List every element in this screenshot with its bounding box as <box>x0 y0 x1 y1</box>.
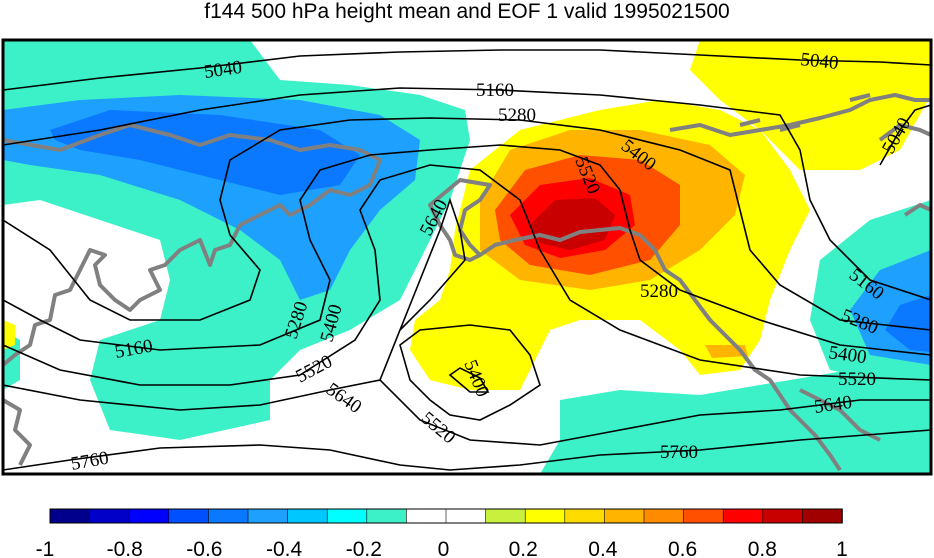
contour-label: 5520 <box>838 369 876 390</box>
map-plot: 5040 5040 5040 5160 5160 5160 5280 5280 … <box>1 38 933 476</box>
continent-outlines <box>3 93 931 472</box>
contour-5520-loop <box>399 324 541 421</box>
colorbar-swatch <box>445 508 487 524</box>
contour-5160 <box>3 87 931 301</box>
contour-5040 <box>3 49 931 91</box>
coastline-east3 <box>903 203 931 217</box>
coastline-east <box>669 93 931 137</box>
coastline-greenland <box>428 178 492 262</box>
colorbar-swatch <box>604 508 645 524</box>
colorbar-swatch <box>168 508 210 524</box>
colorbar-labels: -1 -0.8 -0.6 -0.4 -0.2 0 0.2 0.4 0.6 0.8 1 <box>36 538 848 558</box>
contour-5400-loop <box>448 367 490 393</box>
height-contours <box>3 49 931 471</box>
colorbar-tick-label: 1 <box>836 538 848 558</box>
colorbar-swatch <box>722 508 764 524</box>
colorbar-swatch <box>683 508 724 524</box>
shade-cyan-south <box>540 370 931 474</box>
contour-label: 5640 <box>813 392 854 418</box>
colorbar-swatch <box>247 508 289 524</box>
contour-label: 5400 <box>827 342 868 368</box>
colorbar-swatch <box>287 508 329 524</box>
map-frame <box>1 38 933 476</box>
colorbar-tick-label: 0.2 <box>509 538 538 558</box>
contour-label: 5160 <box>476 80 514 101</box>
colorbar-swatch <box>49 508 91 524</box>
colorbar-tick-label: 0 <box>438 538 450 558</box>
colorbar-tick-label: -0.2 <box>346 538 382 558</box>
contour-label: 5280 <box>640 281 678 302</box>
colorbar-swatch <box>564 508 606 524</box>
chart-title: f144 500 hPa height mean and EOF 1 valid… <box>204 0 730 23</box>
coastline-north-bits <box>739 93 871 132</box>
contour-5520 <box>3 164 931 386</box>
colorbar-swatch <box>208 508 249 524</box>
shade-yellow-left <box>3 320 15 350</box>
colorbar-swatch <box>643 508 685 524</box>
eof-shading <box>3 40 931 474</box>
colorbar-tick-label: -0.6 <box>186 538 222 558</box>
colorbar-tick-label: -0.4 <box>266 538 303 558</box>
contour-label: 5040 <box>799 49 839 74</box>
contour-5280 <box>3 117 931 331</box>
colorbar-swatch <box>366 508 408 524</box>
coastline-left-south <box>3 398 32 466</box>
coastline-europe <box>478 226 842 472</box>
colorbar-swatch <box>406 508 447 524</box>
coastline-east4 <box>799 388 881 442</box>
contour-label: 5280 <box>498 105 536 126</box>
contour-label: 5760 <box>660 442 698 463</box>
colorbar-swatch <box>128 508 170 524</box>
colorbar-swatch <box>524 508 566 524</box>
colorbar-tick-label: -1 <box>36 538 55 558</box>
colorbar-tick-label: -0.8 <box>107 538 143 558</box>
colorbar-tick-label: 0.6 <box>668 538 697 558</box>
contour-5640 <box>3 197 931 446</box>
shade-blue-east <box>885 295 931 352</box>
colorbar-frame <box>49 508 843 524</box>
contour-labels: 5040 5040 5040 5160 5160 5160 5280 5280 … <box>69 49 915 475</box>
colorbar-swatch <box>485 508 527 524</box>
contour-label: 5040 <box>203 57 244 83</box>
contour-5400 <box>3 144 931 356</box>
shade-yellow-ne <box>690 40 931 170</box>
colorbar-tick-label: 0.4 <box>588 538 618 558</box>
contour-5040-ne <box>879 104 931 166</box>
colorbar-swatch <box>762 508 804 524</box>
colorbar-swatch <box>802 508 843 524</box>
colorbar-swatch <box>89 508 130 524</box>
shade-blue-nw <box>50 110 360 195</box>
colorbar-tick-label: 0.8 <box>748 538 777 558</box>
colorbar-swatch <box>326 508 368 524</box>
colorbar-swatches <box>49 508 843 524</box>
contour-5760 <box>3 429 931 471</box>
coastline-east2 <box>878 123 931 142</box>
coastline-north <box>3 123 382 367</box>
